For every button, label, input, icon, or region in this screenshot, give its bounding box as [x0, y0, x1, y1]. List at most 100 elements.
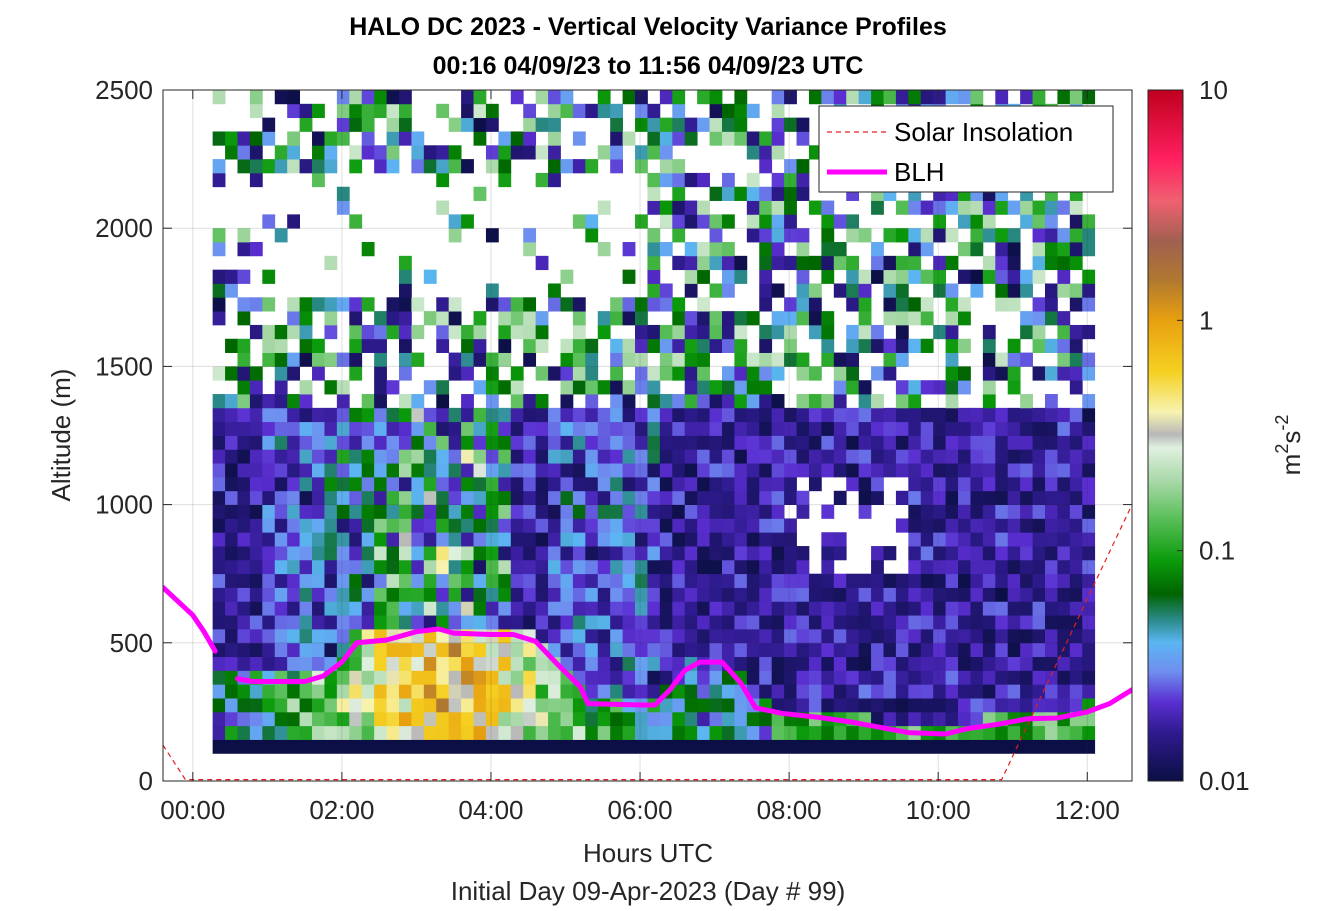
heatmap-cell	[523, 352, 537, 367]
heatmap-cell	[647, 490, 661, 505]
heatmap-cell	[336, 601, 350, 616]
heatmap-cell	[398, 269, 412, 284]
heatmap-cell	[871, 615, 884, 630]
heatmap-cell	[709, 739, 723, 754]
heatmap-cell	[759, 421, 773, 436]
heatmap-cell	[498, 324, 512, 340]
heatmap-cell	[734, 642, 748, 658]
heatmap-cell	[349, 463, 363, 478]
heatmap-cell	[908, 421, 922, 436]
heatmap-cell	[597, 90, 611, 105]
heatmap-cell	[808, 407, 822, 423]
heatmap-cell	[659, 628, 673, 644]
heatmap-cell	[895, 407, 909, 423]
heatmap-cell	[274, 601, 288, 616]
heatmap-cell	[1044, 421, 1058, 436]
heatmap-cell	[771, 131, 785, 146]
heatmap-cell	[237, 407, 251, 423]
heatmap-cell	[995, 352, 1009, 367]
heatmap-cell	[1057, 435, 1071, 450]
heatmap-cell	[871, 684, 884, 699]
heatmap-cell	[473, 131, 487, 146]
heatmap-cell	[846, 587, 860, 602]
heatmap-cell	[336, 698, 350, 713]
heatmap-cell	[299, 601, 313, 616]
heatmap-cell	[821, 90, 835, 105]
heatmap-cell	[411, 725, 425, 740]
heatmap-cell	[846, 573, 860, 588]
heatmap-cell	[548, 532, 561, 547]
heatmap-cell	[461, 476, 474, 492]
heatmap-cell	[672, 214, 686, 229]
heatmap-cell	[436, 739, 450, 754]
heatmap-cell	[709, 573, 723, 588]
heatmap-cell	[995, 463, 1009, 478]
heatmap-cell	[1082, 352, 1096, 367]
heatmap-cell	[734, 490, 748, 505]
heatmap-cell	[759, 214, 773, 229]
heatmap-cell	[212, 698, 226, 713]
heatmap-cell	[237, 145, 251, 160]
heatmap-cell	[635, 214, 648, 229]
heatmap-cell	[846, 338, 860, 353]
heatmap-cell	[672, 103, 686, 119]
heatmap-cell	[572, 587, 586, 602]
heatmap-cell	[945, 200, 959, 215]
heatmap-cell	[225, 684, 238, 699]
heatmap-cell	[510, 670, 524, 685]
heatmap-cell	[523, 297, 537, 312]
heatmap-cell	[659, 490, 673, 505]
heatmap-cell	[212, 449, 226, 464]
heatmap-cell	[734, 311, 748, 326]
heatmap-cell	[1057, 559, 1071, 575]
heatmap-cell	[1020, 407, 1033, 423]
heatmap-cell	[1044, 200, 1058, 215]
heatmap-cell	[635, 628, 648, 644]
heatmap-cell	[908, 255, 922, 271]
heatmap-cell	[908, 573, 922, 588]
heatmap-cell	[858, 684, 872, 699]
heatmap-cell	[734, 338, 748, 353]
heatmap-cell	[697, 546, 710, 561]
heatmap-cell	[423, 532, 437, 547]
heatmap-cell	[287, 628, 300, 644]
heatmap-cell	[734, 324, 748, 340]
heatmap-cell	[448, 421, 462, 436]
heatmap-cell	[225, 283, 238, 298]
heatmap-cell	[721, 739, 735, 754]
heatmap-cell	[498, 670, 512, 685]
heatmap-cell	[485, 297, 499, 312]
heatmap-cell	[374, 698, 387, 713]
heatmap-cell	[1020, 628, 1033, 644]
heatmap-cell	[398, 546, 412, 561]
heatmap-cell	[721, 725, 735, 740]
heatmap-cell	[759, 283, 773, 298]
heatmap-cell	[597, 103, 611, 119]
heatmap-cell	[386, 711, 400, 727]
heatmap-cell	[485, 725, 499, 740]
heatmap-cell	[461, 656, 474, 671]
heatmap-cell	[610, 476, 623, 492]
heatmap-cell	[1020, 421, 1033, 436]
heatmap-cell	[883, 656, 897, 671]
heatmap-cell	[858, 615, 872, 630]
heatmap-cell	[1032, 476, 1046, 492]
heatmap-cell	[734, 725, 748, 740]
heatmap-cell	[1007, 601, 1021, 616]
heatmap-cell	[784, 642, 797, 658]
heatmap-cell	[374, 463, 387, 478]
heatmap-cell	[945, 587, 959, 602]
heatmap-cell	[622, 242, 636, 257]
heatmap-cell	[982, 559, 996, 575]
heatmap-cell	[461, 642, 474, 658]
heatmap-cell	[883, 311, 897, 326]
heatmap-cell	[585, 559, 599, 575]
heatmap-cell	[212, 587, 226, 602]
heatmap-cell	[672, 504, 686, 519]
heatmap-cell	[610, 159, 623, 174]
heatmap-cell	[523, 670, 537, 685]
heatmap-cell	[461, 103, 474, 119]
heatmap-cell	[498, 684, 512, 699]
heatmap-cell	[287, 532, 300, 547]
heatmap-cell	[759, 380, 773, 395]
